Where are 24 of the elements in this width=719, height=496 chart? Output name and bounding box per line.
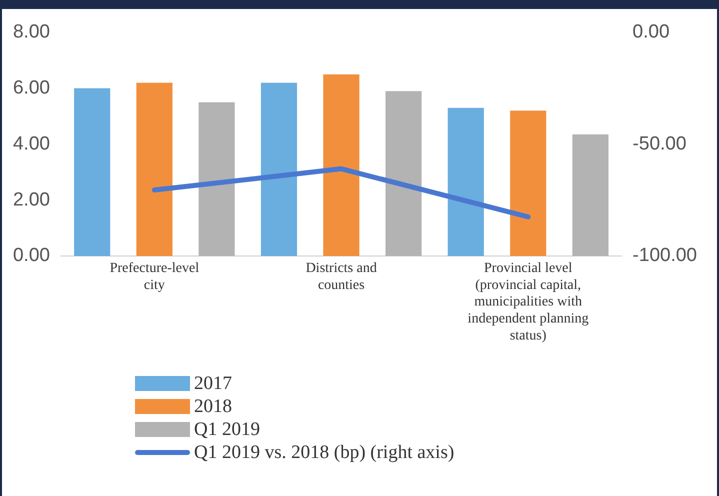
bar bbox=[385, 91, 422, 256]
y-tick-label: 8.00 bbox=[12, 22, 50, 43]
bar bbox=[260, 82, 298, 256]
legend-label: Q1 2019 bbox=[194, 418, 260, 440]
bar bbox=[74, 88, 110, 256]
y-tick-label: 2.00 bbox=[12, 189, 50, 210]
legend-label: 2018 bbox=[194, 396, 232, 418]
bar bbox=[198, 102, 235, 256]
bar bbox=[136, 82, 172, 256]
x-tick-label: Provincial level (provincial capital, municipalities with independent planning status) bbox=[468, 261, 589, 344]
x-tick-label: Districts and counties bbox=[306, 261, 377, 293]
legend-label: 2017 bbox=[194, 372, 232, 394]
y-tick-label: 4.00 bbox=[12, 133, 50, 154]
x-tick-label: Prefecture-level city bbox=[110, 261, 200, 293]
y-tick-label: 0.00 bbox=[12, 245, 50, 266]
bar bbox=[572, 134, 608, 256]
legend-label: Q1 2019 vs. 2018 (bp) (right axis) bbox=[194, 442, 454, 464]
y2-tick-label: 0.00 bbox=[632, 22, 670, 43]
bar bbox=[510, 110, 546, 256]
bar bbox=[323, 74, 360, 256]
bar bbox=[448, 108, 484, 256]
y2-tick-label: -100.00 bbox=[632, 245, 698, 266]
y2-tick-label: -50.00 bbox=[632, 133, 686, 154]
y-tick-label: 6.00 bbox=[12, 78, 50, 99]
